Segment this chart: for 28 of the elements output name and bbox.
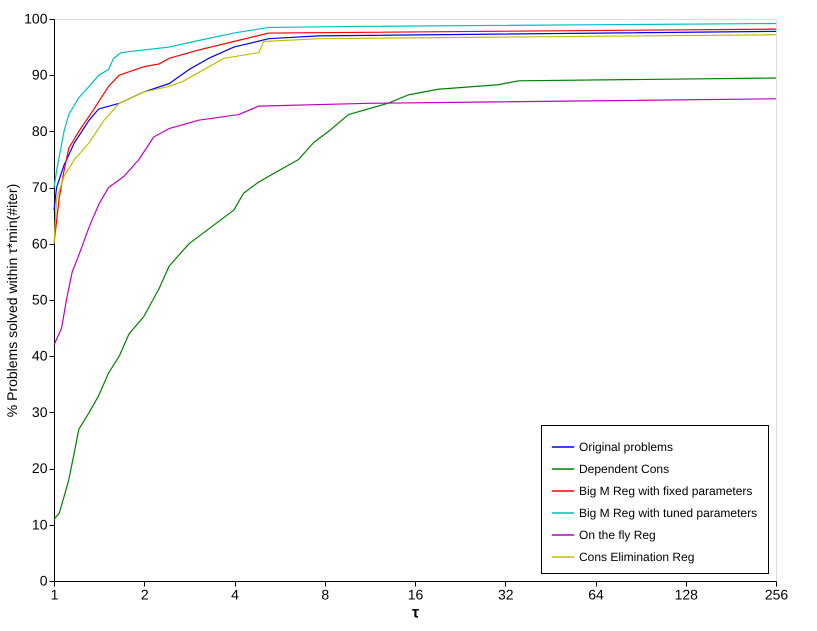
legend-label: Original problems	[579, 440, 674, 454]
x-tick-label: 16	[408, 586, 424, 602]
y-tick-label: 0	[40, 572, 48, 588]
x-tick-label: 256	[764, 586, 788, 602]
x-tick-label: 8	[321, 586, 330, 602]
y-tick-label: 20	[32, 460, 48, 476]
x-tick-label: 64	[588, 586, 604, 602]
y-tick-label: 30	[32, 404, 48, 420]
y-tick-label: 50	[32, 292, 48, 308]
legend-label: On the fly Reg	[579, 528, 656, 542]
y-tick-label: 40	[32, 348, 48, 364]
y-tick-label: 100	[24, 10, 48, 26]
y-axis-title: % Problems solved within τ*min(#iter)	[4, 184, 20, 418]
y-tick-label: 80	[32, 122, 48, 139]
y-tick-label: 90	[32, 66, 48, 83]
x-tick-label: 4	[231, 586, 240, 602]
legend-label: Dependent Cons	[579, 462, 670, 476]
legend-label: Big M Reg with fixed parameters	[579, 484, 752, 498]
legend-label: Big M Reg with tuned parameters	[579, 506, 758, 520]
legend-label: Cons Elimination Reg	[579, 550, 694, 564]
x-tick-label: 32	[498, 586, 514, 602]
x-tick-label: 2	[140, 586, 149, 602]
x-axis-title: τ	[412, 604, 420, 622]
x-tick-label: 128	[674, 586, 698, 602]
y-tick-label: 70	[32, 179, 48, 196]
y-tick-label: 60	[32, 235, 48, 252]
x-tick-label: 1	[50, 586, 59, 602]
y-tick-label: 10	[32, 516, 48, 532]
